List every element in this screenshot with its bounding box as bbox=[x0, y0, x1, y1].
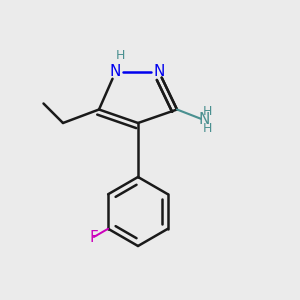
Text: N: N bbox=[153, 64, 165, 80]
Text: H: H bbox=[202, 105, 212, 118]
Text: H: H bbox=[115, 49, 125, 62]
Text: H: H bbox=[203, 122, 212, 135]
Text: N: N bbox=[110, 64, 121, 80]
Text: N: N bbox=[198, 112, 210, 128]
Text: F: F bbox=[89, 230, 98, 244]
